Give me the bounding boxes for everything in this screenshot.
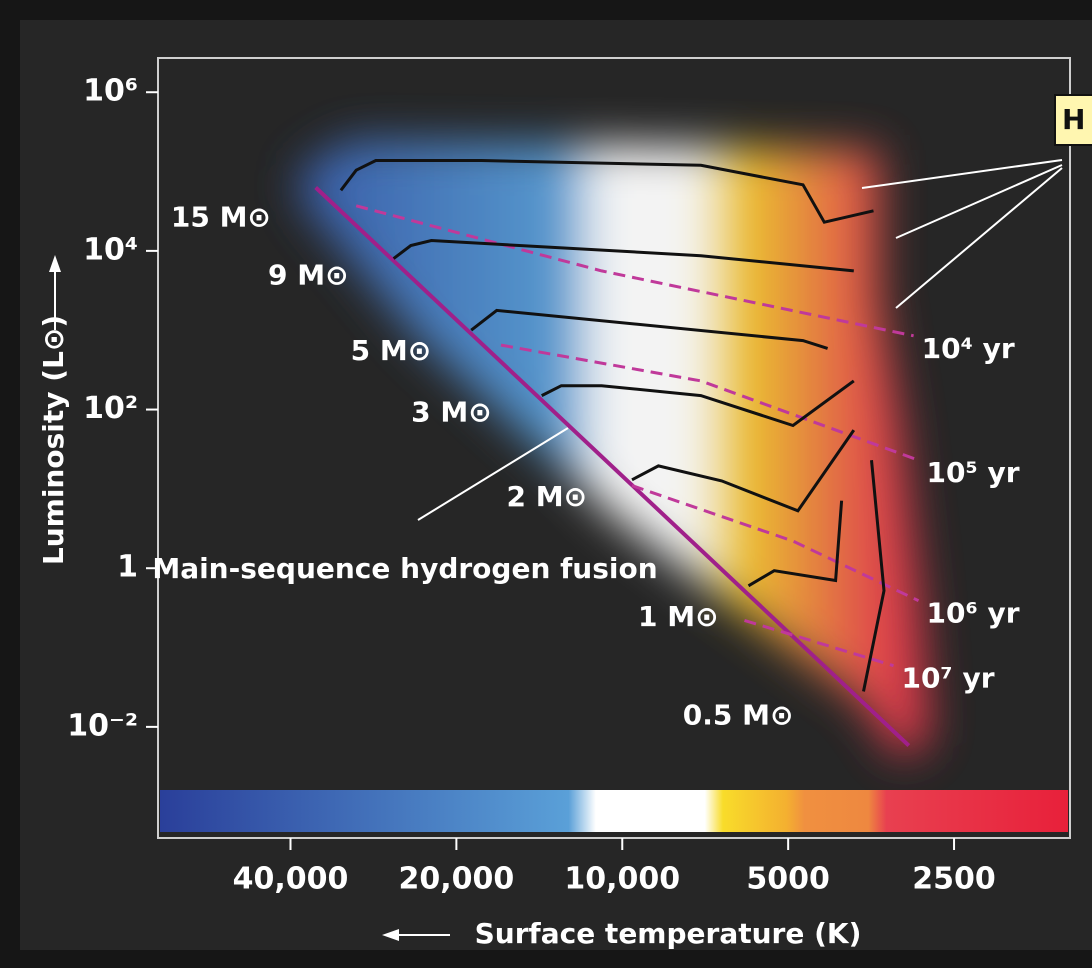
x-tick-label: 5000 [746,862,830,897]
mass-label: 15 M⊙ [171,200,271,233]
x-tick-label: 40,000 [233,862,349,897]
mass-label: 5 M⊙ [351,334,432,367]
page: {"chart_data": { "type": "line", "x_labe… [0,0,1092,968]
x-axis-label: Surface temperature (K) [475,917,862,950]
callout-text: H [1062,103,1085,136]
mass-label: 0.5 M⊙ [683,698,794,731]
color-bar [160,790,1068,832]
x-tick-label: 20,000 [398,862,514,897]
mass-label: 3 M⊙ [411,396,492,429]
isochrone-label: 10⁷ yr [901,662,994,695]
y-tick-label: 1 [117,550,138,585]
isochrone-label: 10⁶ yr [927,597,1020,630]
mass-label: 2 M⊙ [506,480,587,513]
x-tick-label: 2500 [912,862,996,897]
isochrone-label: 10⁴ yr [922,332,1015,365]
mass-label: 1 M⊙ [638,600,719,633]
isochrone-label: 10⁵ yr [927,456,1020,489]
x-tick-label: 10,000 [564,862,680,897]
y-tick-label: 10² [83,391,138,426]
y-axis-label: Luminosity (L⊙) [37,315,70,565]
y-tick-label: 10⁴ [83,232,138,267]
y-tick-label: 10⁶ [83,74,138,109]
mass-label: 9 M⊙ [268,259,349,292]
y-tick-label: 10⁻² [67,708,138,743]
chart: Luminosity (L⊙) Surface temperature (K) … [0,0,1092,968]
main-sequence-label: Main-sequence hydrogen fusion [152,552,657,585]
